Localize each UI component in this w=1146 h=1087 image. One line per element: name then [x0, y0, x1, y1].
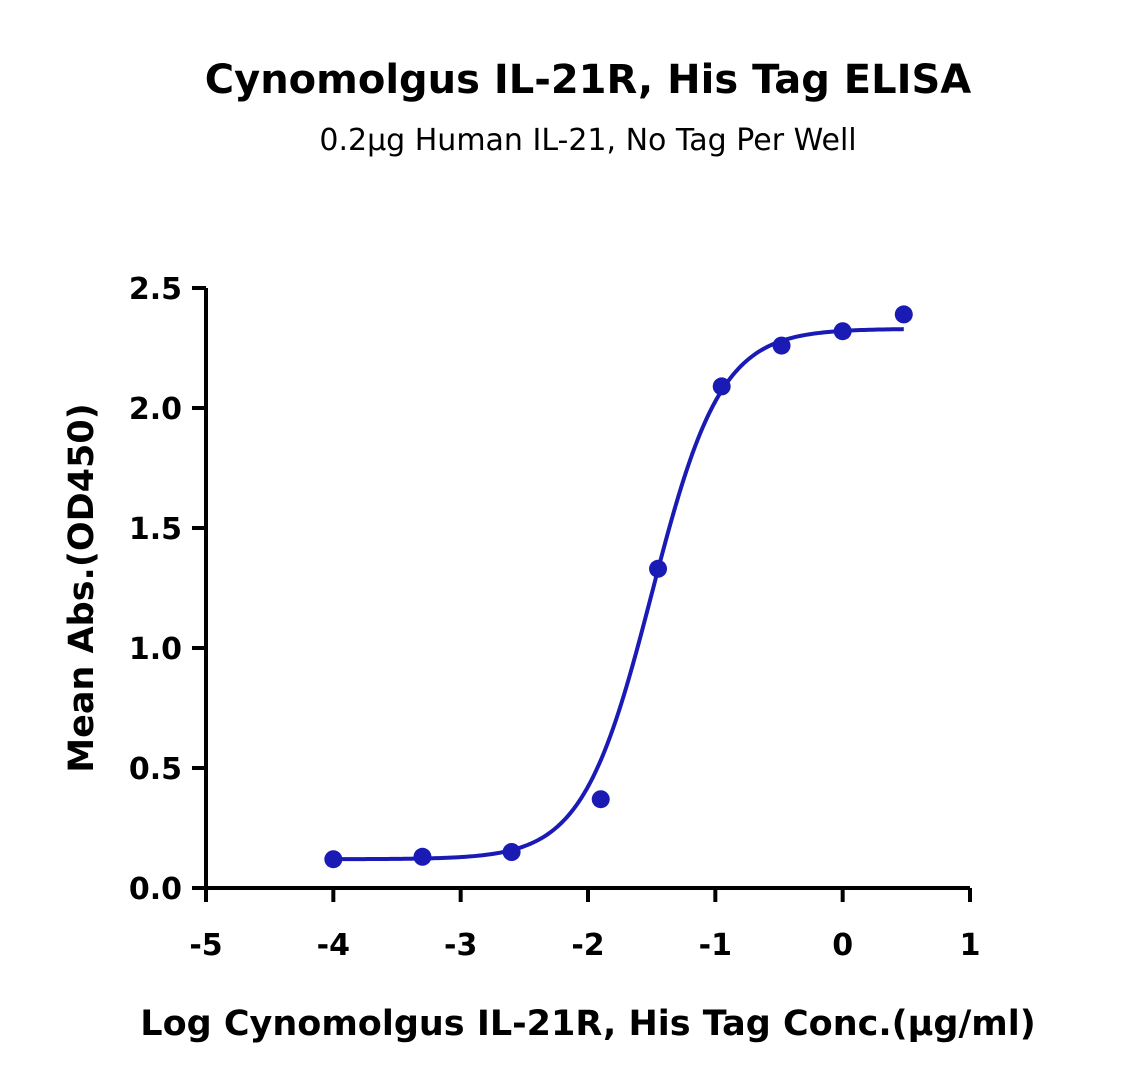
chart-subtitle: 0.2μg Human IL-21, No Tag Per Well: [319, 123, 856, 158]
data-point: [649, 559, 668, 578]
data-points: [324, 305, 913, 869]
x-axis-ticks: -5 -4 -3 -2 -1 0 1: [189, 888, 980, 963]
fit-curve-group: [333, 327, 904, 862]
axes: [204, 288, 970, 890]
x-tick-label: 0: [832, 928, 853, 963]
data-point: [324, 850, 343, 869]
y-axis-ticks: 0.0 0.5 1.0 1.5 2.0 2.5: [129, 272, 206, 907]
y-tick-label: 1.5: [129, 512, 182, 547]
y-tick-label: 0.0: [129, 872, 182, 907]
x-tick-label: -1: [699, 928, 732, 963]
data-point: [712, 377, 731, 396]
x-tick-label: -4: [317, 928, 350, 963]
x-tick-label: -2: [571, 928, 604, 963]
data-point: [833, 322, 852, 341]
x-tick-label: -5: [189, 928, 222, 963]
y-tick-label: 1.0: [129, 632, 182, 667]
y-tick-label: 2.5: [129, 272, 182, 307]
data-point: [502, 843, 521, 861]
fit-curve: [333, 327, 904, 862]
y-tick-label: 2.0: [129, 392, 182, 427]
x-tick-label: 1: [960, 928, 981, 963]
y-axis-label: Mean Abs.(OD450): [62, 403, 102, 772]
data-point: [894, 305, 913, 324]
data-point: [591, 790, 610, 809]
data-point: [413, 847, 432, 866]
chart-title: Cynomolgus IL-21R, His Tag ELISA: [205, 57, 972, 103]
x-tick-label: -3: [444, 928, 477, 963]
data-point: [772, 336, 791, 355]
x-axis-label: Log Cynomolgus IL-21R, His Tag Conc.(μg/…: [140, 1004, 1035, 1044]
y-tick-label: 0.5: [129, 752, 182, 787]
